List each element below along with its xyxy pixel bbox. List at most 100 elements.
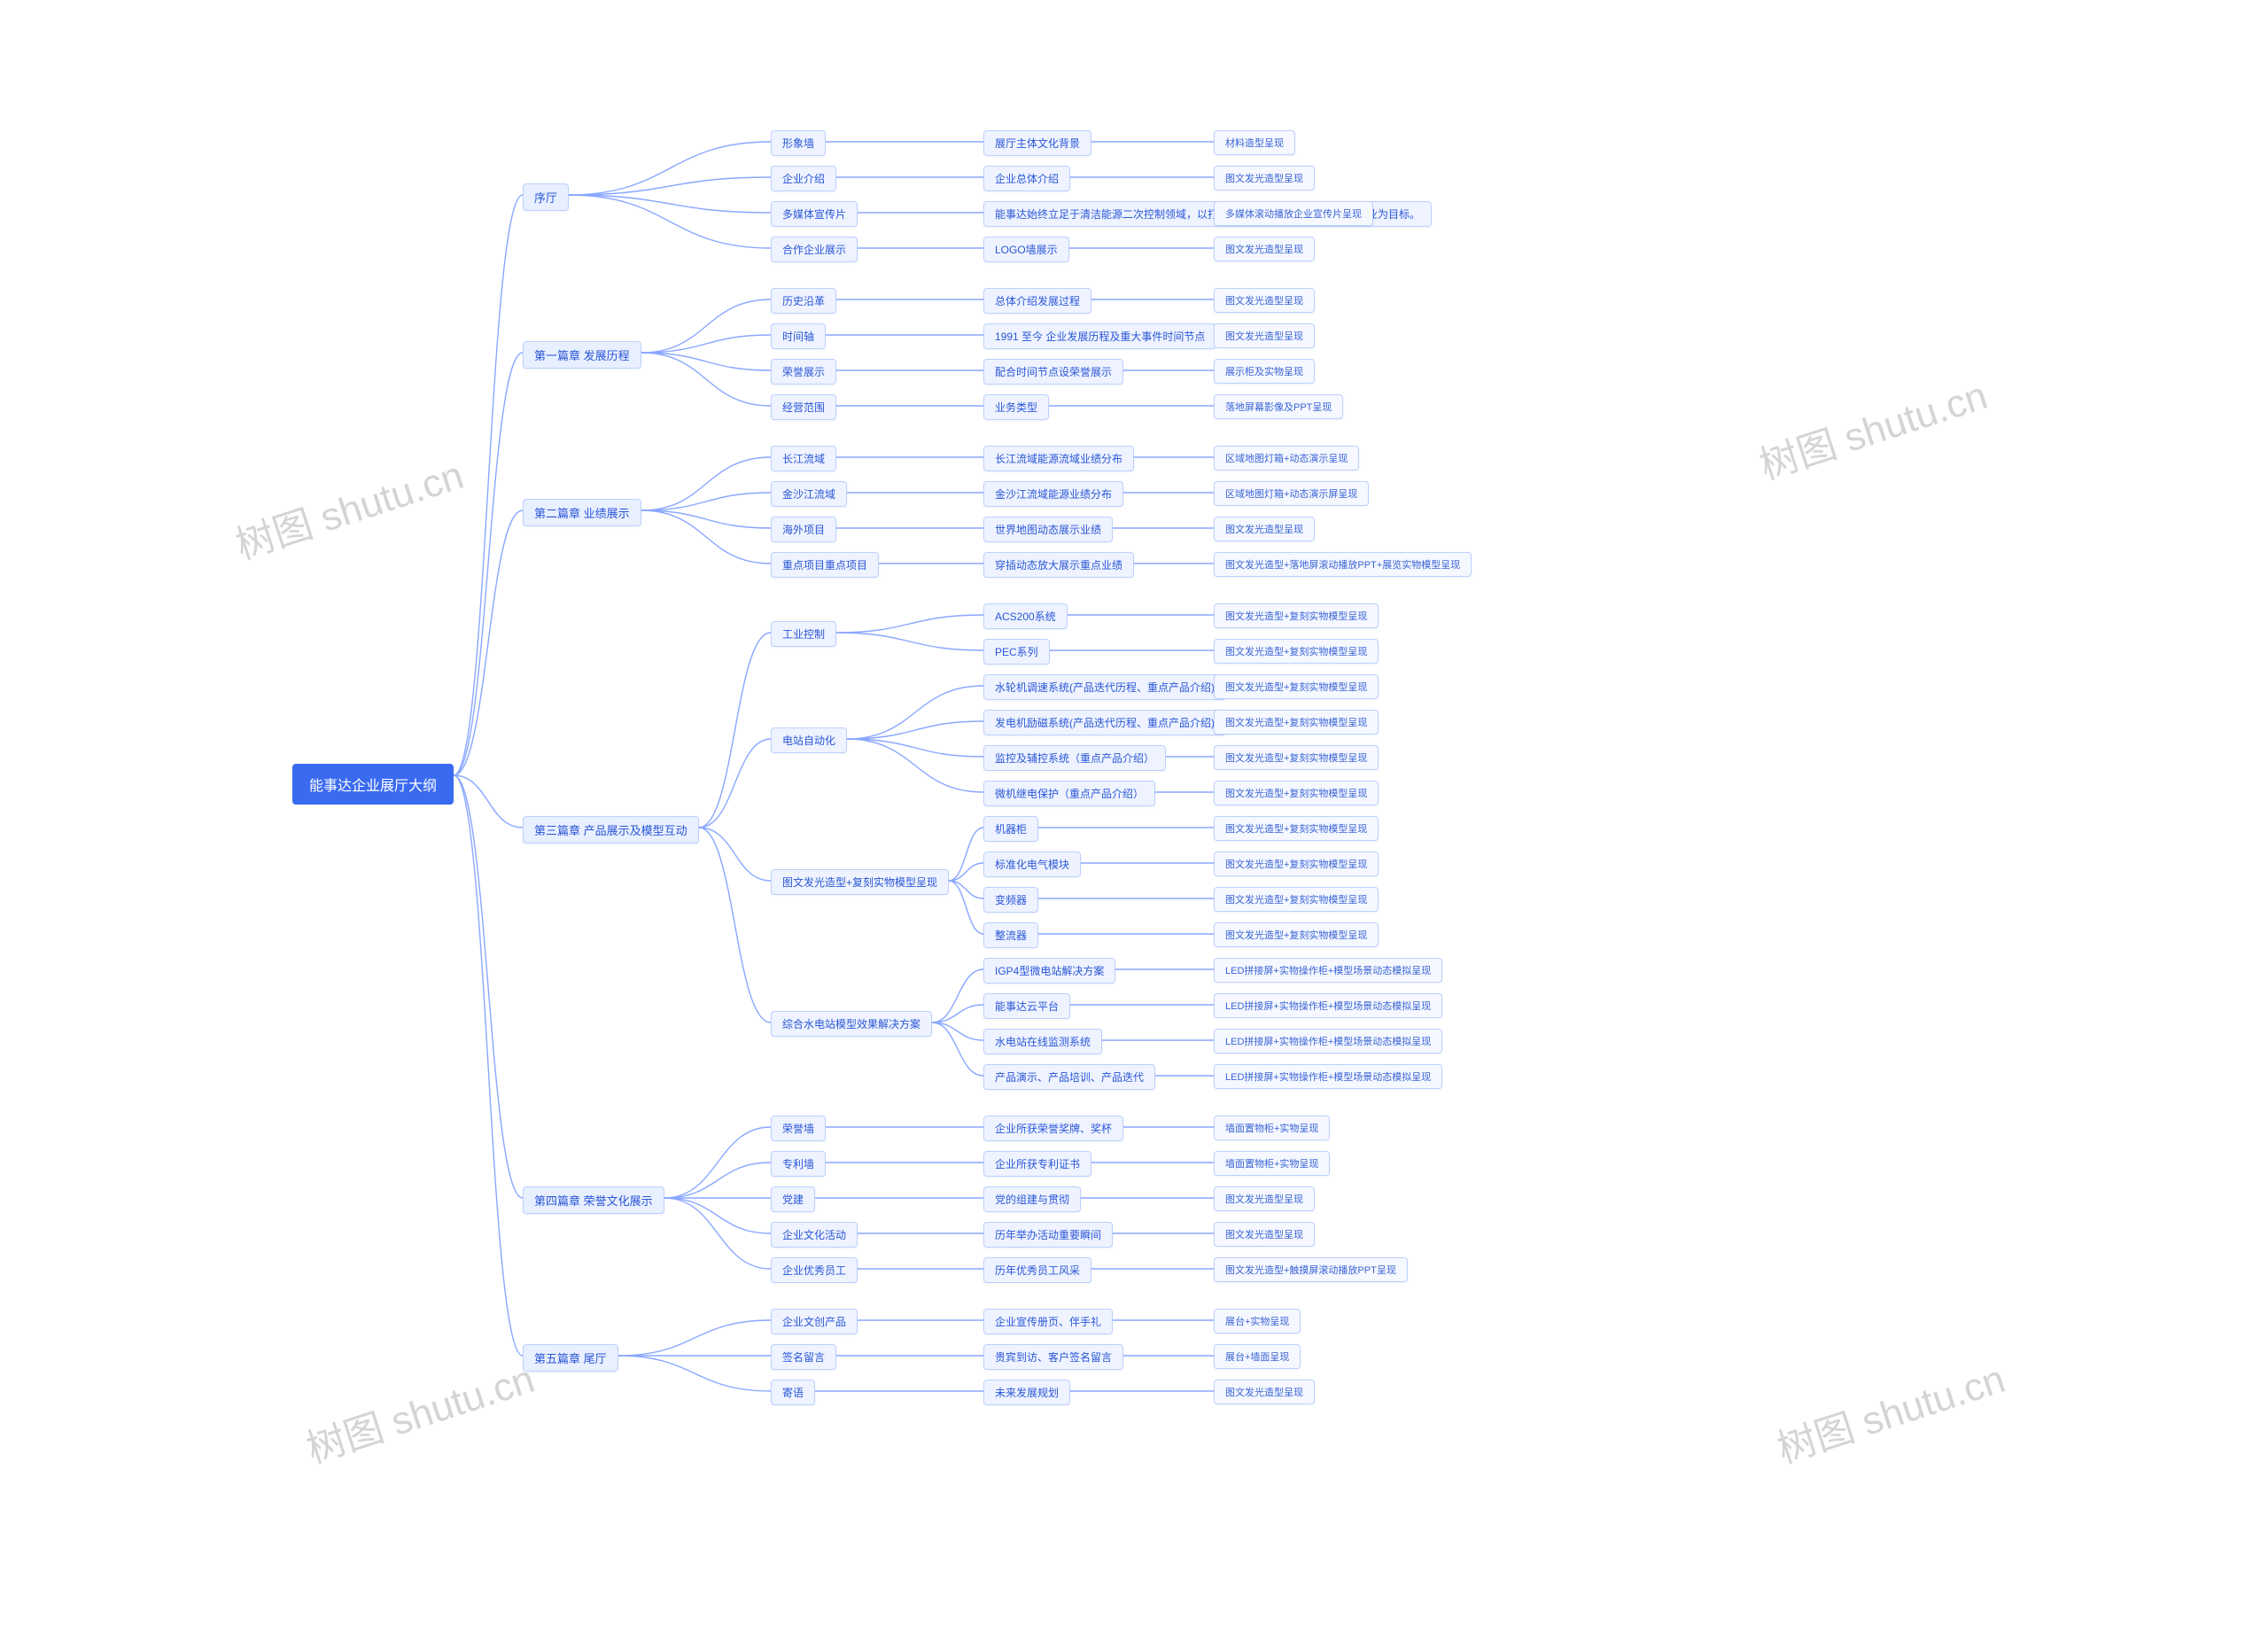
- leaf-node[interactable]: 墙面置物柜+实物呈现: [1214, 1151, 1330, 1176]
- branch-node[interactable]: 企业优秀员工: [771, 1257, 858, 1283]
- branch-node[interactable]: 世界地图动态展示业绩: [983, 517, 1113, 542]
- leaf-node[interactable]: LED拼接屏+实物操作柜+模型场景动态模拟呈现: [1214, 993, 1442, 1018]
- branch-node[interactable]: 穿插动态放大展示重点业绩: [983, 552, 1134, 578]
- branch-node[interactable]: 合作企业展示: [771, 237, 858, 262]
- branch-node[interactable]: 长江流域: [771, 446, 836, 471]
- chapter-node[interactable]: 第二篇章 业绩展示: [523, 499, 641, 526]
- branch-node[interactable]: 整流器: [983, 922, 1038, 948]
- leaf-node[interactable]: 展台+墙面呈现: [1214, 1344, 1301, 1369]
- branch-node[interactable]: 能事达云平台: [983, 993, 1070, 1019]
- branch-node[interactable]: IGP4型微电站解决方案: [983, 958, 1115, 984]
- leaf-node[interactable]: 展示柜及实物呈现: [1214, 359, 1315, 384]
- branch-node[interactable]: 变频器: [983, 887, 1038, 913]
- branch-node[interactable]: 监控及辅控系统（重点产品介绍）: [983, 745, 1166, 771]
- chapter-node[interactable]: 序厅: [523, 183, 569, 211]
- leaf-node[interactable]: 图文发光造型呈现: [1214, 166, 1315, 191]
- branch-node[interactable]: 总体介绍发展过程: [983, 288, 1091, 314]
- leaf-node[interactable]: 图文发光造型呈现: [1214, 237, 1315, 261]
- leaf-node[interactable]: 图文发光造型+复刻实物模型呈现: [1214, 887, 1379, 912]
- branch-node[interactable]: 标准化电气模块: [983, 851, 1081, 877]
- branch-node[interactable]: 展厅主体文化背景: [983, 130, 1091, 156]
- leaf-node[interactable]: 图文发光造型呈现: [1214, 323, 1315, 348]
- leaf-node[interactable]: 多媒体滚动播放企业宣传片呈现: [1214, 201, 1373, 226]
- mindmap-root[interactable]: 能事达企业展厅大纲: [292, 764, 454, 805]
- leaf-node[interactable]: 材料造型呈现: [1214, 130, 1295, 155]
- node-label: LED拼接屏+实物操作柜+模型场景动态模拟呈现: [1225, 966, 1431, 976]
- leaf-node[interactable]: 图文发光造型+落地屏滚动播放PPT+展览实物模型呈现: [1214, 552, 1472, 577]
- branch-node[interactable]: 企业宣传册页、伴手礼: [983, 1309, 1113, 1334]
- branch-node[interactable]: 企业总体介绍: [983, 166, 1070, 191]
- leaf-node[interactable]: 图文发光造型呈现: [1214, 288, 1315, 313]
- branch-node[interactable]: 多媒体宣传片: [771, 201, 858, 227]
- branch-node[interactable]: 业务类型: [983, 394, 1049, 420]
- leaf-node[interactable]: 图文发光造型呈现: [1214, 1186, 1315, 1211]
- leaf-node[interactable]: 图文发光造型+复刻实物模型呈现: [1214, 745, 1379, 770]
- leaf-node[interactable]: 图文发光造型呈现: [1214, 517, 1315, 541]
- branch-node[interactable]: 1991 至今 企业发展历程及重大事件时间节点: [983, 323, 1216, 349]
- leaf-node[interactable]: 图文发光造型+复刻实物模型呈现: [1214, 781, 1379, 805]
- leaf-node[interactable]: 图文发光造型+复刻实物模型呈现: [1214, 603, 1379, 628]
- branch-node[interactable]: 发电机励磁系统(产品迭代历程、重点产品介绍): [983, 710, 1226, 735]
- branch-node[interactable]: 工业控制: [771, 621, 836, 647]
- leaf-node[interactable]: 墙面置物柜+实物呈现: [1214, 1116, 1330, 1140]
- branch-node[interactable]: 水电站在线监测系统: [983, 1029, 1102, 1054]
- branch-node[interactable]: 重点项目重点项目: [771, 552, 879, 578]
- chapter-node[interactable]: 第四篇章 荣誉文化展示: [523, 1186, 664, 1214]
- branch-node[interactable]: 未来发展规划: [983, 1380, 1070, 1405]
- branch-node[interactable]: 配合时间节点设荣誉展示: [983, 359, 1123, 385]
- branch-node[interactable]: 形象墙: [771, 130, 826, 156]
- branch-node[interactable]: 专利墙: [771, 1151, 826, 1177]
- branch-node[interactable]: 贵宾到访、客户签名留言: [983, 1344, 1123, 1370]
- branch-node[interactable]: 签名留言: [771, 1344, 836, 1370]
- leaf-node[interactable]: 图文发光造型呈现: [1214, 1380, 1315, 1404]
- branch-node[interactable]: 企业文创产品: [771, 1309, 858, 1334]
- branch-node[interactable]: PEC系列: [983, 639, 1050, 665]
- branch-node[interactable]: 水轮机调速系统(产品迭代历程、重点产品介绍): [983, 674, 1226, 700]
- branch-node[interactable]: 历史沿革: [771, 288, 836, 314]
- branch-node[interactable]: 历年优秀员工风采: [983, 1257, 1091, 1283]
- branch-node[interactable]: 微机继电保护（重点产品介绍）: [983, 781, 1155, 806]
- branch-node[interactable]: 长江流域能源流域业绩分布: [983, 446, 1134, 471]
- leaf-node[interactable]: 图文发光造型呈现: [1214, 1222, 1315, 1247]
- leaf-node[interactable]: 图文发光造型+复刻实物模型呈现: [1214, 710, 1379, 735]
- leaf-node[interactable]: 落地屏幕影像及PPT呈现: [1214, 394, 1343, 419]
- branch-node[interactable]: 历年举办活动重要瞬间: [983, 1222, 1113, 1248]
- leaf-node[interactable]: LED拼接屏+实物操作柜+模型场景动态模拟呈现: [1214, 1064, 1442, 1089]
- leaf-node[interactable]: 展台+实物呈现: [1214, 1309, 1301, 1334]
- branch-node[interactable]: 图文发光造型+复刻实物模型呈现: [771, 869, 949, 895]
- branch-node[interactable]: 海外项目: [771, 517, 836, 542]
- leaf-node[interactable]: 图文发光造型+复刻实物模型呈现: [1214, 816, 1379, 841]
- chapter-node[interactable]: 第一篇章 发展历程: [523, 341, 641, 369]
- leaf-node[interactable]: 图文发光造型+复刻实物模型呈现: [1214, 922, 1379, 947]
- branch-node[interactable]: 电站自动化: [771, 727, 847, 753]
- branch-node[interactable]: 企业介绍: [771, 166, 836, 191]
- chapter-node[interactable]: 第三篇章 产品展示及模型互动: [523, 816, 699, 844]
- branch-node[interactable]: 寄语: [771, 1380, 815, 1405]
- branch-node[interactable]: 金沙江流域能源业绩分布: [983, 481, 1123, 507]
- branch-node[interactable]: 金沙江流域: [771, 481, 847, 507]
- branch-node[interactable]: 时间轴: [771, 323, 826, 349]
- branch-node[interactable]: ACS200系统: [983, 603, 1068, 629]
- chapter-node[interactable]: 第五篇章 尾厅: [523, 1344, 618, 1372]
- branch-node[interactable]: 经营范围: [771, 394, 836, 420]
- branch-node[interactable]: 党建: [771, 1186, 815, 1212]
- branch-node[interactable]: 产品演示、产品培训、产品迭代: [983, 1064, 1155, 1090]
- branch-node[interactable]: 荣誉展示: [771, 359, 836, 385]
- leaf-node[interactable]: 图文发光造型+复刻实物模型呈现: [1214, 851, 1379, 876]
- branch-node[interactable]: 机器柜: [983, 816, 1038, 842]
- branch-node[interactable]: 党的组建与贯彻: [983, 1186, 1081, 1212]
- leaf-node[interactable]: 区域地图灯箱+动态演示呈现: [1214, 446, 1359, 470]
- branch-node[interactable]: LOGO墙展示: [983, 237, 1069, 262]
- branch-node[interactable]: 企业所获专利证书: [983, 1151, 1091, 1177]
- leaf-node[interactable]: 图文发光造型+触摸屏滚动播放PPT呈现: [1214, 1257, 1408, 1282]
- leaf-node[interactable]: LED拼接屏+实物操作柜+模型场景动态模拟呈现: [1214, 1029, 1442, 1054]
- leaf-node[interactable]: 图文发光造型+复刻实物模型呈现: [1214, 674, 1379, 699]
- branch-node[interactable]: 企业所获荣誉奖牌、奖杯: [983, 1116, 1123, 1141]
- node-label: 长江流域: [782, 453, 825, 465]
- leaf-node[interactable]: 图文发光造型+复刻实物模型呈现: [1214, 639, 1379, 664]
- branch-node[interactable]: 企业文化活动: [771, 1222, 858, 1248]
- leaf-node[interactable]: 区域地图灯箱+动态演示屏呈现: [1214, 481, 1369, 506]
- leaf-node[interactable]: LED拼接屏+实物操作柜+模型场景动态模拟呈现: [1214, 958, 1442, 983]
- branch-node[interactable]: 荣誉墙: [771, 1116, 826, 1141]
- branch-node[interactable]: 综合水电站模型效果解决方案: [771, 1011, 932, 1037]
